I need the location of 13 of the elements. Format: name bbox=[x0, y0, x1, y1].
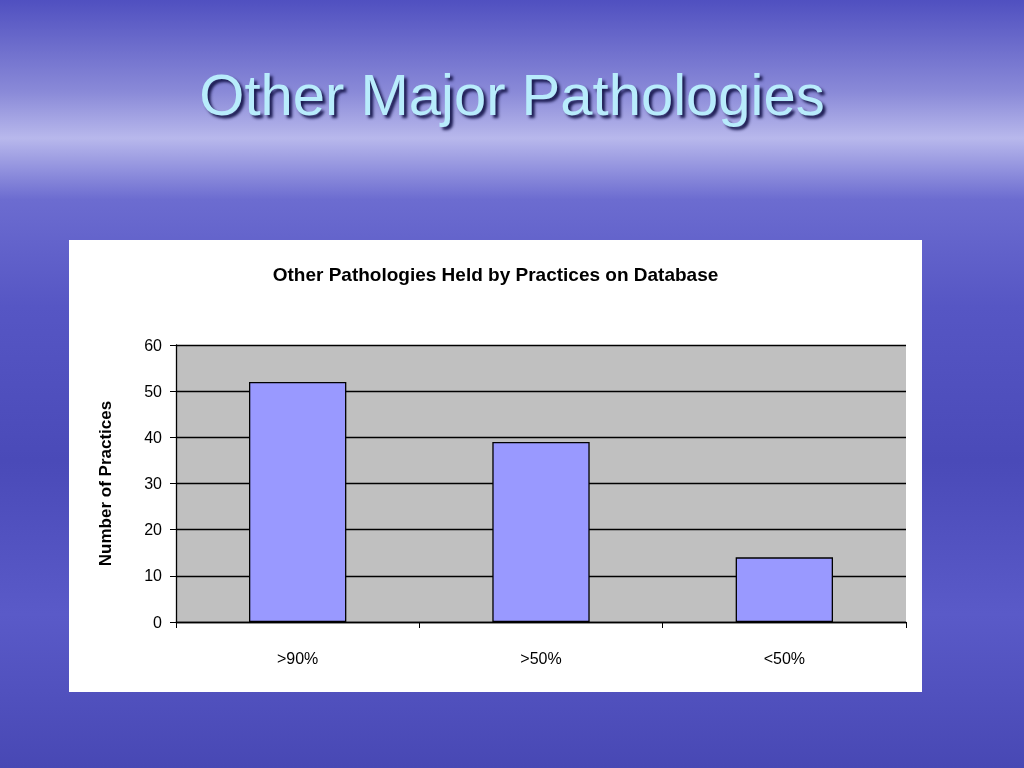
x-tick-label: <50% bbox=[763, 649, 806, 667]
chart-title: Other Major Pathologies bbox=[198, 62, 826, 129]
y-tick-label: 30 bbox=[144, 475, 163, 492]
y-tick-label: 40 bbox=[144, 428, 163, 446]
y-tick-label: 10 bbox=[144, 567, 163, 585]
chart-subtitle: Other Pathologies Held by Practices on Database bbox=[272, 264, 719, 285]
y-tick-label: 60 bbox=[144, 336, 163, 354]
x-tick-label: >50% bbox=[520, 649, 562, 667]
x-tick-label: >90% bbox=[276, 649, 319, 667]
y-tick-label: 50 bbox=[144, 382, 163, 400]
y-tick-label: 20 bbox=[144, 521, 163, 539]
y-tick-label: 0 bbox=[153, 613, 163, 631]
y-axis-title: Number of Practices bbox=[96, 400, 115, 567]
